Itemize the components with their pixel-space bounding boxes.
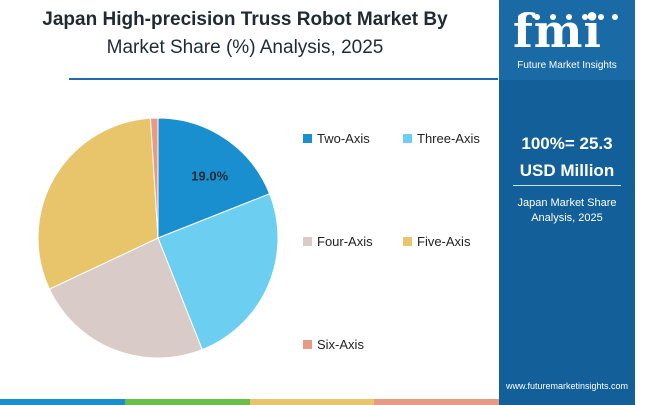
bottom-bar-segment-blue: [0, 399, 125, 405]
pie-slice-two-axis: [157, 117, 271, 239]
sidebar-panel: fmi Future Market Insights 100%= 25.3 US…: [499, 0, 635, 405]
logo-icons: [518, 14, 618, 20]
bottom-bar-segment-green: [124, 399, 250, 405]
market-total-unit: USD Million: [519, 161, 615, 180]
legend-label-six-axis: Six-Axis: [317, 337, 364, 352]
pie-label-two-axis: 19.0%: [191, 168, 228, 183]
legend-swatch-five-axis: [403, 237, 412, 246]
legend-item-five-axis: Five-Axis: [403, 234, 470, 249]
legend-item-three-axis: Three-Axis: [403, 131, 480, 146]
pie-chart: 19.0%: [37, 117, 279, 359]
bottom-color-bar: [0, 399, 499, 405]
bottom-bar-segment-salmon: [374, 399, 499, 405]
chart-title-line1: Japan High-precision Truss Robot Market …: [42, 9, 448, 30]
market-caption-line2: Analysis, 2025: [531, 212, 603, 224]
pie-slice-four-axis: [48, 237, 203, 359]
market-total-value: 100%= 25.3: [521, 134, 613, 153]
pie-slice-six-axis: [149, 117, 159, 239]
website-url[interactable]: www.futuremarketinsights.com: [505, 381, 629, 391]
legend-label-two-axis: Two-Axis: [317, 131, 370, 146]
legend-item-four-axis: Four-Axis: [303, 234, 373, 249]
title-divider: [69, 78, 498, 80]
legend-label-three-axis: Three-Axis: [417, 131, 480, 146]
chart-title-line2: Market Share (%) Analysis, 2025: [106, 37, 384, 58]
pie-slice-three-axis: [157, 193, 279, 351]
brand-logo: fmi Future Market Insights: [499, 0, 635, 80]
legend-swatch-two-axis: [303, 134, 312, 143]
chart-title: Japan High-precision Truss Robot Market …: [0, 6, 490, 62]
bottom-bar-segment-yellow: [249, 399, 375, 405]
market-caption-line1: Japan Market Share: [517, 197, 617, 209]
market-total: 100%= 25.3 USD Million: [499, 130, 635, 184]
legend-swatch-four-axis: [303, 237, 312, 246]
pie-slice-five-axis: [37, 117, 159, 290]
legend-item-six-axis: Six-Axis: [303, 337, 364, 352]
legend-label-four-axis: Four-Axis: [317, 234, 373, 249]
legend-label-five-axis: Five-Axis: [417, 234, 471, 249]
logo-mark: fmi: [513, 4, 602, 58]
logo-text: Future Market Insights: [517, 60, 617, 71]
sidebar-divider: [513, 185, 621, 186]
market-caption: Japan Market Share Analysis, 2025: [499, 196, 635, 226]
legend-swatch-three-axis: [403, 134, 412, 143]
legend-item-two-axis: Two-Axis: [303, 131, 370, 146]
legend-swatch-six-axis: [303, 340, 312, 349]
